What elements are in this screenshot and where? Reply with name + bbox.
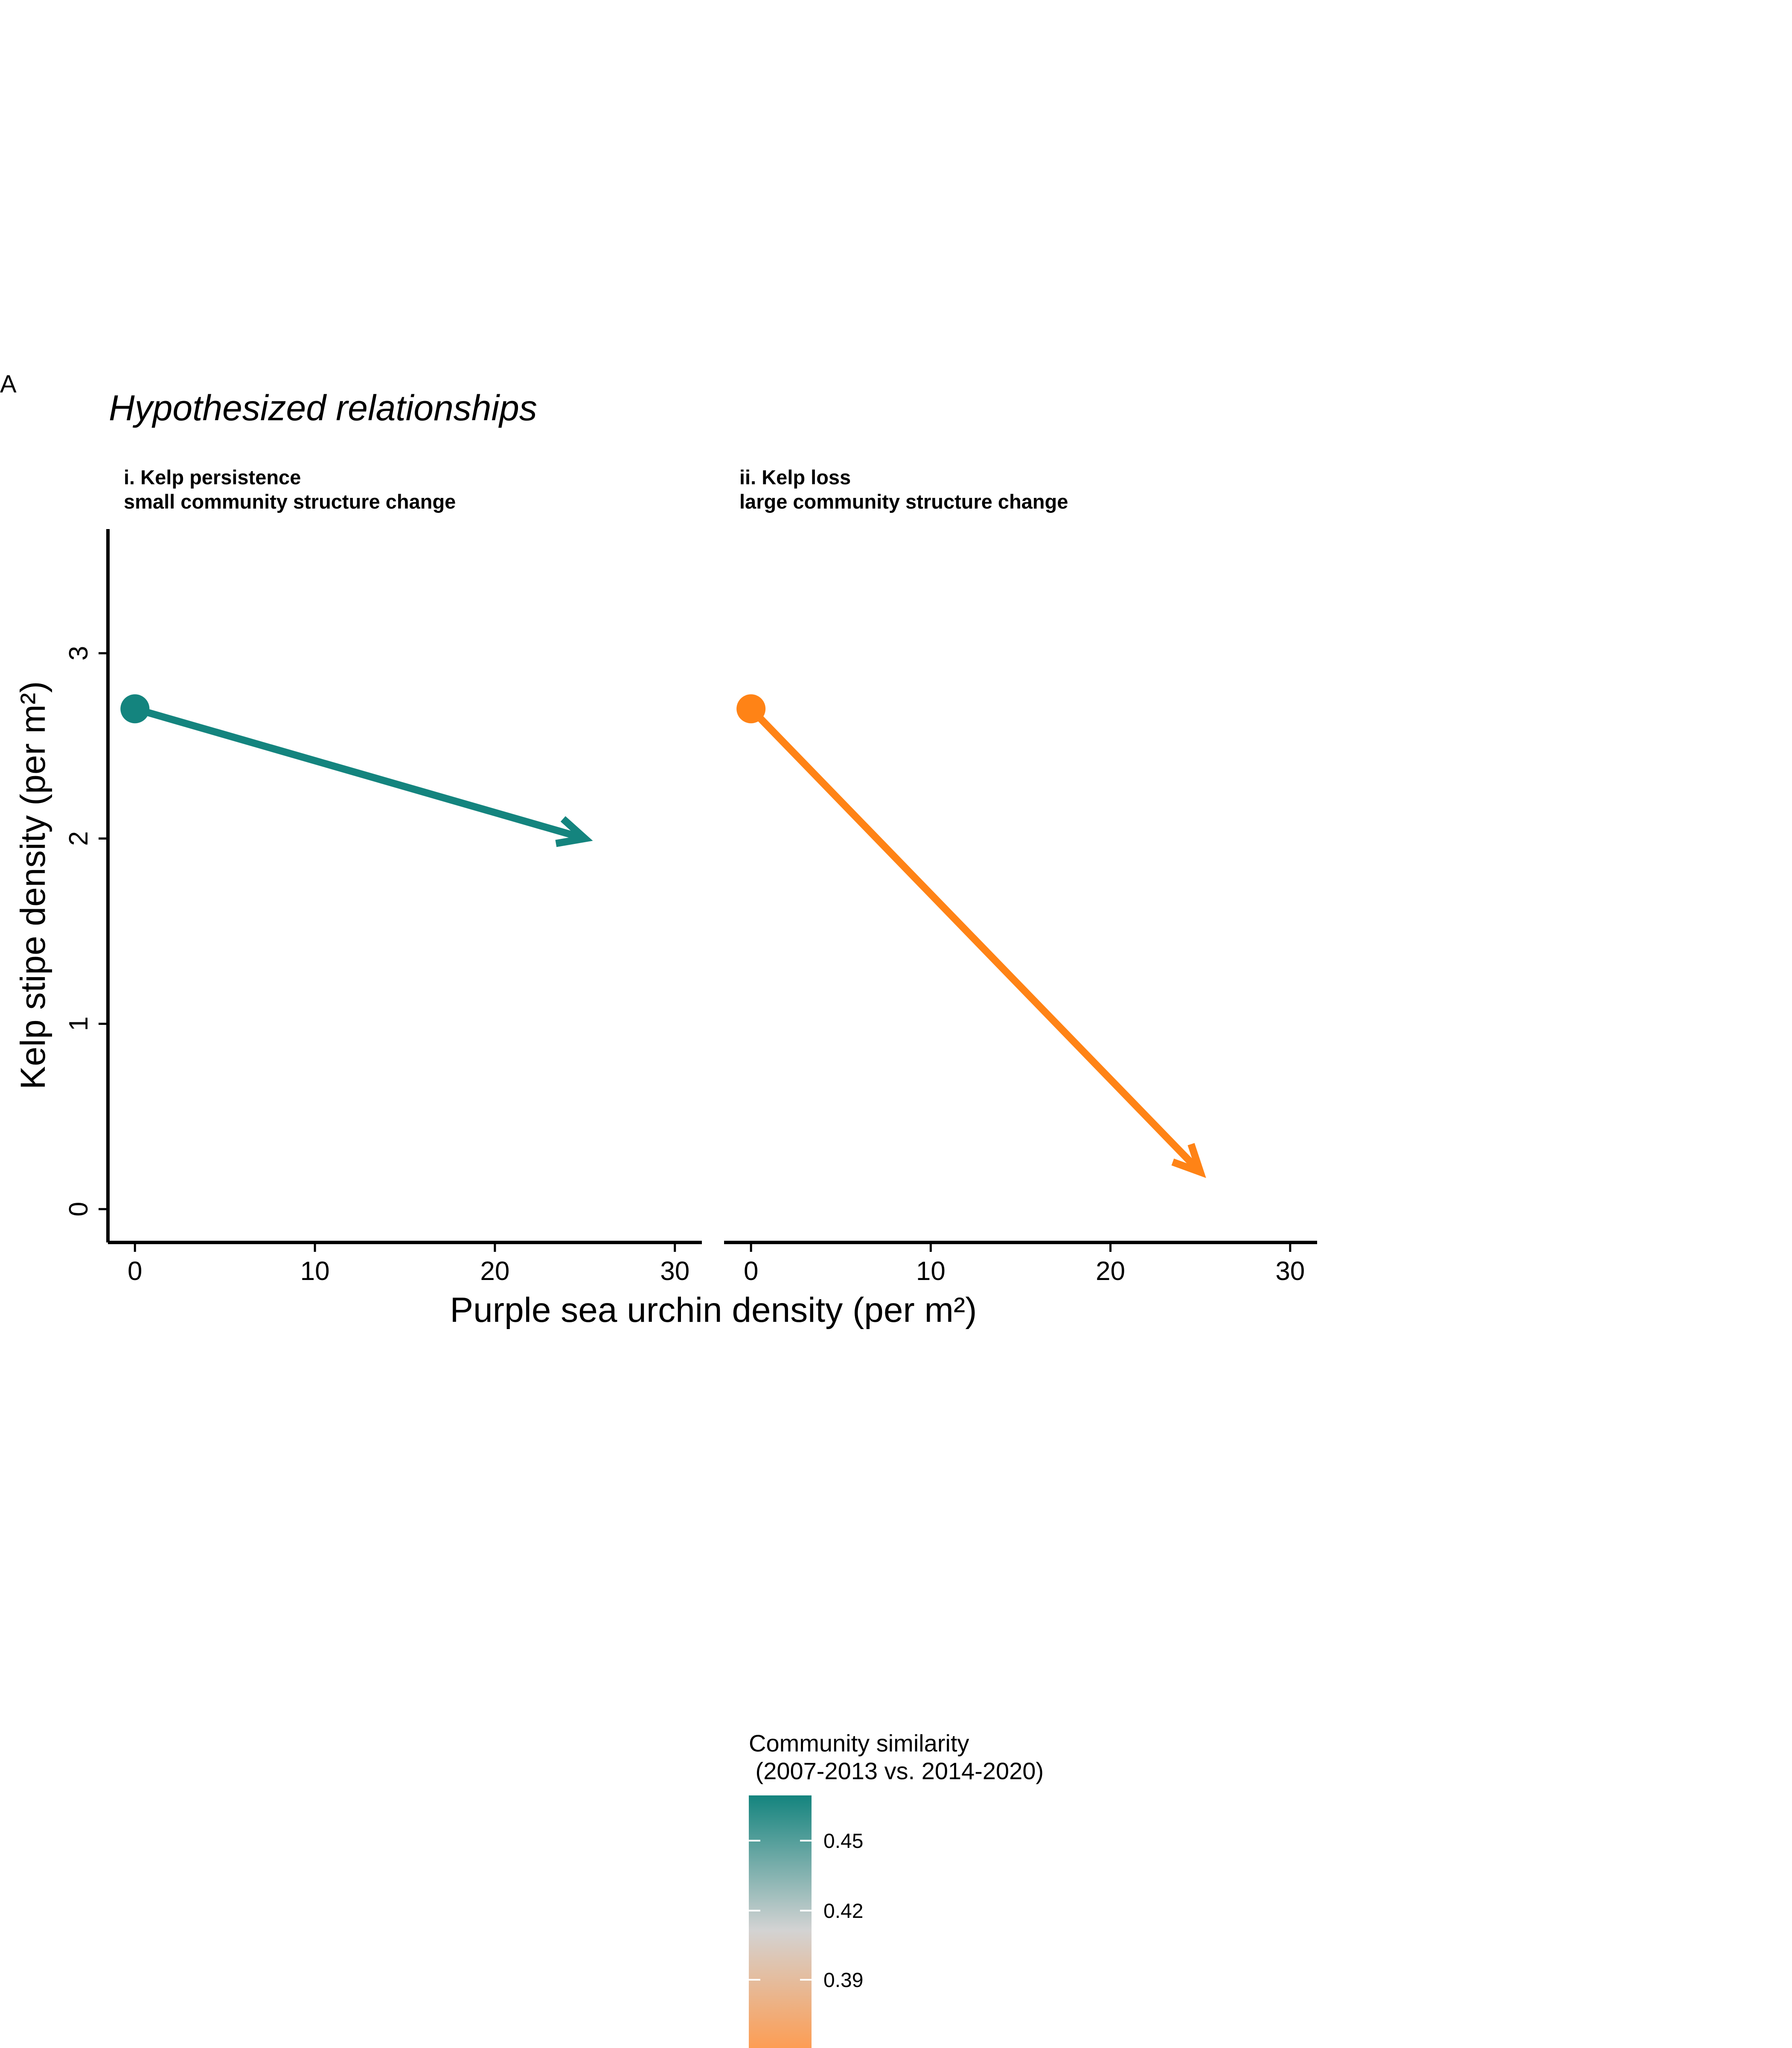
y-tick-label: 3: [64, 646, 93, 660]
y-tick-label: 1: [64, 1016, 93, 1031]
legend-break-label: 0.39: [823, 1969, 863, 1992]
series-start-point: [736, 694, 766, 724]
figure-title: Hypothesized relationships: [109, 388, 537, 428]
facet-title-2-line1: ii. Kelp loss: [739, 466, 851, 489]
series-arrow-head: [1171, 1143, 1206, 1178]
legend-break-label: 0.42: [823, 1900, 863, 1923]
x-tick-label: 30: [660, 1257, 689, 1286]
y-axis-label: Kelp stipe density (per m²): [14, 681, 52, 1089]
x-tick-label: 20: [480, 1257, 509, 1286]
legend-title-line2: (2007-2013 vs. 2014-2020): [749, 1757, 1044, 1784]
facet-title-2-line2: large community structure change: [739, 490, 1068, 513]
series-arrow-line: [748, 706, 1203, 1175]
x-tick-label: 20: [1096, 1257, 1125, 1286]
x-axis-label: Purple sea urchin density (per m²): [450, 1291, 977, 1329]
x-tick-label: 0: [744, 1257, 758, 1286]
legend: Community similarity (2007-2013 vs. 2014…: [749, 1730, 1044, 2048]
y-tick-label: 2: [64, 831, 93, 846]
panel-tag: A: [0, 370, 17, 398]
facet-panel-1: 0 10 20 30 0 1 2 3: [64, 529, 702, 1286]
x-tick-label: 10: [300, 1257, 330, 1286]
facet-panel-2: 0 10 20 30: [724, 694, 1317, 1286]
y-tick-label: 0: [64, 1202, 93, 1216]
x-tick-label: 30: [1275, 1257, 1305, 1286]
facet-title-1-line1: i. Kelp persistence: [124, 466, 301, 489]
x-tick-label: 10: [916, 1257, 945, 1286]
legend-break-label: 0.45: [823, 1830, 863, 1853]
facet-title-1-line2: small community structure change: [124, 490, 456, 513]
series-arrow-head: [555, 816, 593, 847]
x-tick-label: 0: [128, 1257, 142, 1286]
legend-colorbar: [749, 1795, 812, 2048]
legend-title-line1: Community similarity: [749, 1730, 969, 1757]
legend-ticks: 0.45 0.42 0.39: [749, 1830, 863, 1992]
series-start-point: [120, 694, 150, 724]
series-arrow-line: [134, 705, 586, 842]
